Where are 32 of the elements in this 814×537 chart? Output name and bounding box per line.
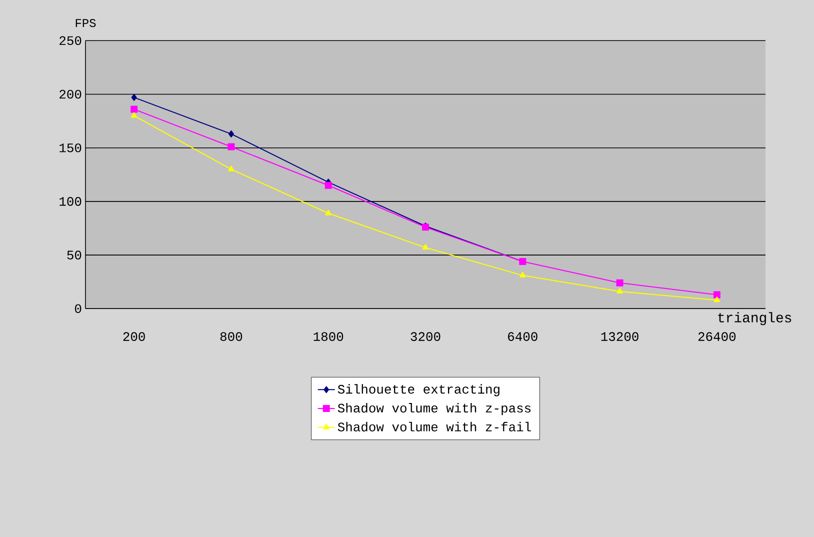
legend-label: Silhouette extracting <box>338 384 500 396</box>
point <box>131 94 137 101</box>
x-tick-label: 200 <box>123 332 145 341</box>
x-tick-label: 1800 <box>314 332 344 341</box>
x-tick-label: 800 <box>220 332 242 341</box>
point <box>616 288 623 294</box>
point <box>130 106 138 113</box>
y-tick-label: 0 <box>74 304 82 314</box>
y-tick-label: 150 <box>60 143 82 152</box>
point <box>324 182 332 189</box>
point <box>422 244 429 250</box>
point <box>228 130 234 138</box>
point <box>713 291 720 298</box>
y-tick-label: 50 <box>67 250 82 260</box>
point <box>616 279 624 286</box>
y-axis-title: FPS <box>76 19 96 28</box>
point <box>714 296 720 302</box>
y-tick-label: 200 <box>60 90 82 99</box>
legend-label: Shadow volume with z-pass <box>338 403 531 416</box>
point <box>130 112 138 118</box>
y-tick-label: 250 <box>60 36 82 46</box>
y-tick-label: 100 <box>60 197 82 206</box>
point <box>228 143 235 150</box>
x-tick-label: 3200 <box>410 332 440 341</box>
point <box>228 166 234 172</box>
point <box>325 210 332 216</box>
x-tick-label: 6400 <box>508 332 538 341</box>
point <box>520 272 526 278</box>
legend-label: Shadow volume with z-fail <box>338 422 531 432</box>
x-axis-title: triangles <box>718 312 792 326</box>
x-tick-label: 13200 <box>601 332 638 341</box>
x-tick-label: 26400 <box>698 332 736 341</box>
